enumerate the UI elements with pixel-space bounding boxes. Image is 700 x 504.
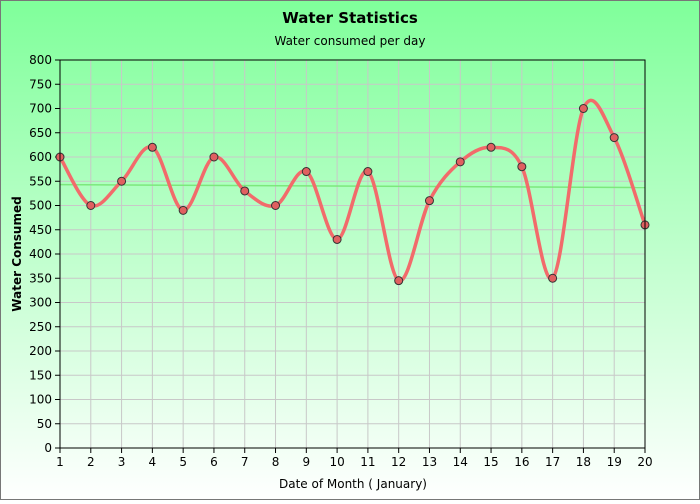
- y-tick-label: 50: [37, 417, 52, 431]
- trend-line: [59, 183, 646, 189]
- y-tick-label: 250: [29, 320, 52, 334]
- y-tick-label: 550: [29, 174, 52, 188]
- y-tick-label: 500: [29, 199, 52, 213]
- x-tick-label: 8: [272, 455, 280, 469]
- x-tick-label: 6: [210, 455, 218, 469]
- x-tick-label: 11: [360, 455, 375, 469]
- x-tick-label: 14: [453, 455, 468, 469]
- y-tick-label: 600: [29, 150, 52, 164]
- x-axis-ticks: 1 2 3 4 5 6 7 8 9 10 11 12 13 14 15 16 17 18 19 20: [56, 448, 653, 469]
- x-tick-label: 15: [483, 455, 498, 469]
- y-tick-label: 800: [29, 53, 52, 67]
- data-point: [394, 276, 404, 286]
- y-tick-label: 450: [29, 223, 52, 237]
- x-tick-label: 18: [576, 455, 591, 469]
- data-point: [117, 176, 127, 186]
- y-tick-label: 400: [29, 247, 52, 261]
- x-tick-label: 12: [391, 455, 406, 469]
- data-point: [178, 205, 188, 215]
- data-point: [517, 162, 527, 172]
- data-point: [363, 167, 373, 177]
- x-tick-label: 16: [514, 455, 529, 469]
- x-tick-label: 4: [149, 455, 157, 469]
- data-point: [548, 273, 558, 283]
- x-tick-label: 10: [329, 455, 344, 469]
- chart-title: Water Statistics: [282, 9, 418, 27]
- x-tick-label: 13: [422, 455, 437, 469]
- data-point: [209, 152, 219, 162]
- data-point: [486, 142, 496, 152]
- y-tick-label: 750: [29, 77, 52, 91]
- data-point: [332, 234, 342, 244]
- y-tick-label: 300: [29, 296, 52, 310]
- data-point: [271, 201, 281, 210]
- data-point: [240, 186, 250, 196]
- y-tick-label: 150: [29, 368, 52, 382]
- x-tick-label: 2: [87, 455, 95, 469]
- y-tick-label: 200: [29, 344, 52, 358]
- y-axis-ticks: 0 50 100 150 200 250 300 350 400 450 500 550 600 650 7…: [29, 53, 60, 455]
- y-tick-label: 350: [29, 271, 52, 285]
- data-point: [301, 167, 311, 177]
- x-tick-label: 20: [637, 455, 652, 469]
- chart-subtitle: Water consumed per day: [274, 34, 425, 48]
- data-point: [609, 133, 619, 143]
- series-layer: [55, 98, 650, 286]
- y-tick-label: 700: [29, 102, 52, 116]
- x-axis-label: Date of Month ( January): [279, 477, 427, 491]
- y-tick-label: 650: [29, 126, 52, 140]
- x-tick-label: 1: [56, 455, 64, 469]
- data-point: [147, 142, 157, 152]
- x-tick-label: 19: [607, 455, 622, 469]
- data-point: [455, 157, 465, 167]
- data-point: [86, 201, 96, 210]
- x-tick-label: 7: [241, 455, 249, 469]
- x-tick-label: 3: [118, 455, 126, 469]
- x-tick-label: 5: [179, 455, 187, 469]
- plot-area-border: [59, 59, 646, 449]
- y-tick-label: 100: [29, 393, 52, 407]
- y-axis-label: Water Consumed: [10, 196, 24, 311]
- x-tick-label: 9: [302, 455, 310, 469]
- data-point: [578, 104, 588, 113]
- x-tick-label: 17: [545, 455, 560, 469]
- y-tick-label: 0: [44, 441, 52, 455]
- trend-layer: [59, 183, 646, 189]
- data-point: [424, 196, 434, 206]
